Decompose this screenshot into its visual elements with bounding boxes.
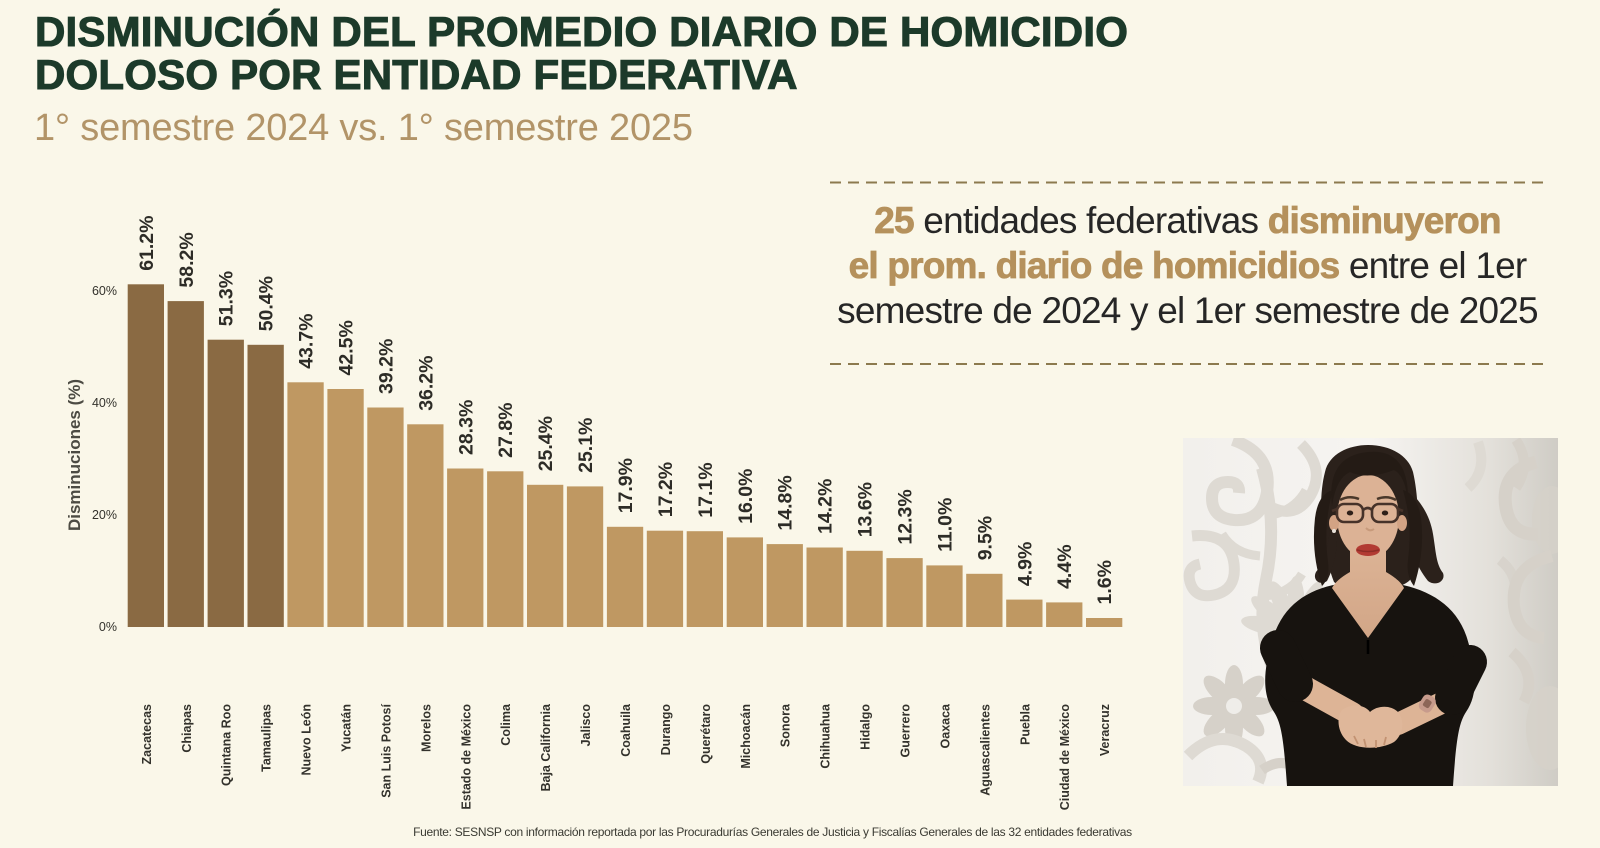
svg-text:Zacatecas: Zacatecas [140, 704, 154, 765]
svg-text:9.5%: 9.5% [974, 516, 996, 560]
svg-text:17.2%: 17.2% [655, 462, 677, 517]
svg-text:42.5%: 42.5% [336, 320, 358, 375]
svg-text:Sonora: Sonora [779, 703, 793, 747]
svg-text:Oaxaca: Oaxaca [939, 703, 953, 749]
svg-text:27.8%: 27.8% [495, 403, 517, 458]
svg-text:28.3%: 28.3% [455, 400, 477, 455]
svg-text:Chiapas: Chiapas [180, 704, 194, 753]
svg-text:Durango: Durango [659, 704, 673, 756]
svg-text:Estado de México: Estado de México [459, 704, 473, 810]
svg-text:17.1%: 17.1% [695, 462, 717, 517]
svg-text:40%: 40% [92, 396, 117, 410]
svg-text:11.0%: 11.0% [935, 498, 957, 552]
svg-text:14.2%: 14.2% [815, 479, 837, 534]
svg-text:Jalisco: Jalisco [579, 704, 593, 747]
svg-text:20%: 20% [92, 508, 117, 522]
svg-text:0%: 0% [99, 620, 117, 634]
svg-text:Colima: Colima [499, 703, 513, 746]
svg-text:Michoacán: Michoacán [739, 704, 753, 769]
svg-text:Aguascalientes: Aguascalientes [978, 704, 992, 796]
svg-text:Tamaulipas: Tamaulipas [260, 704, 274, 772]
svg-text:12.3%: 12.3% [895, 489, 917, 544]
svg-text:58.2%: 58.2% [176, 232, 198, 287]
svg-text:43.7%: 43.7% [296, 314, 318, 369]
svg-text:Veracruz: Veracruz [1098, 704, 1112, 756]
svg-text:Guerrero: Guerrero [899, 704, 913, 758]
svg-text:Morelos: Morelos [419, 704, 433, 752]
svg-text:60%: 60% [92, 284, 117, 298]
svg-text:1.6%: 1.6% [1094, 560, 1116, 604]
svg-text:61.2%: 61.2% [136, 216, 158, 271]
svg-text:Baja California: Baja California [539, 703, 553, 792]
svg-text:4.9%: 4.9% [1014, 542, 1036, 586]
svg-text:13.6%: 13.6% [855, 482, 877, 537]
svg-text:16.0%: 16.0% [735, 469, 757, 524]
svg-text:25.1%: 25.1% [575, 418, 597, 473]
svg-text:39.2%: 39.2% [375, 339, 397, 394]
svg-text:4.4%: 4.4% [1054, 544, 1076, 588]
svg-text:51.3%: 51.3% [216, 271, 238, 326]
svg-text:Yucatán: Yucatán [340, 704, 354, 752]
svg-text:San Luis Potosí: San Luis Potosí [379, 703, 393, 797]
svg-text:Hidalgo: Hidalgo [859, 704, 873, 750]
svg-text:Coahuila: Coahuila [619, 703, 633, 757]
svg-text:Puebla: Puebla [1018, 703, 1032, 745]
svg-text:25.4%: 25.4% [535, 416, 557, 471]
svg-text:Querétaro: Querétaro [699, 704, 713, 764]
svg-text:36.2%: 36.2% [415, 356, 437, 411]
svg-text:50.4%: 50.4% [256, 276, 278, 331]
svg-text:Ciudad de México: Ciudad de México [1058, 704, 1072, 811]
svg-text:Quintana Roo: Quintana Roo [220, 704, 234, 786]
svg-text:Disminuciones (%): Disminuciones (%) [65, 379, 84, 531]
svg-text:Nuevo León: Nuevo León [300, 704, 314, 776]
svg-text:14.8%: 14.8% [775, 475, 797, 530]
svg-text:Chihuahua: Chihuahua [819, 703, 833, 769]
svg-text:17.9%: 17.9% [615, 458, 637, 513]
